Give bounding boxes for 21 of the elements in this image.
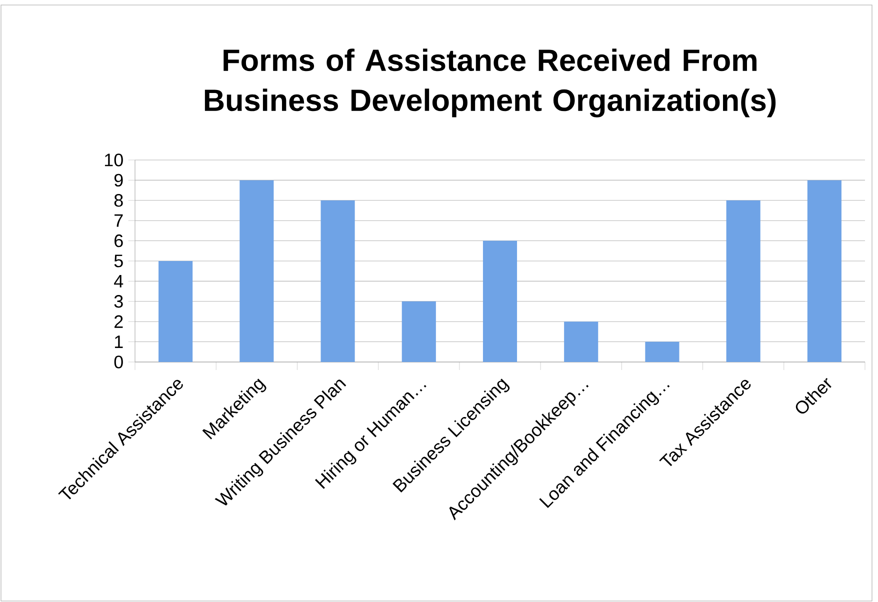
y-tick-label: 9 bbox=[114, 174, 123, 187]
bar bbox=[402, 301, 436, 362]
y-tick-label: 3 bbox=[114, 295, 123, 308]
bar bbox=[645, 342, 680, 362]
chart-title: Forms of Assistance Received From Business Development Organization(s) bbox=[204, 48, 776, 118]
y-tick-label: 0 bbox=[114, 356, 123, 368]
y-tick-label: 2 bbox=[114, 315, 123, 328]
y-tick-label: 10 bbox=[104, 154, 123, 166]
y-tick-label: 6 bbox=[114, 234, 123, 248]
bar bbox=[158, 260, 193, 362]
bar bbox=[726, 200, 760, 362]
bar bbox=[482, 240, 518, 362]
bar bbox=[564, 322, 598, 362]
bar bbox=[320, 200, 355, 362]
bar bbox=[807, 180, 842, 362]
y-tick-label: 4 bbox=[114, 275, 124, 288]
y-tick-label: 7 bbox=[114, 214, 123, 227]
y-tick-label: 5 bbox=[114, 254, 123, 268]
y-tick-label: 1 bbox=[114, 336, 123, 348]
bar bbox=[240, 180, 274, 362]
y-tick-label: 8 bbox=[114, 194, 123, 207]
